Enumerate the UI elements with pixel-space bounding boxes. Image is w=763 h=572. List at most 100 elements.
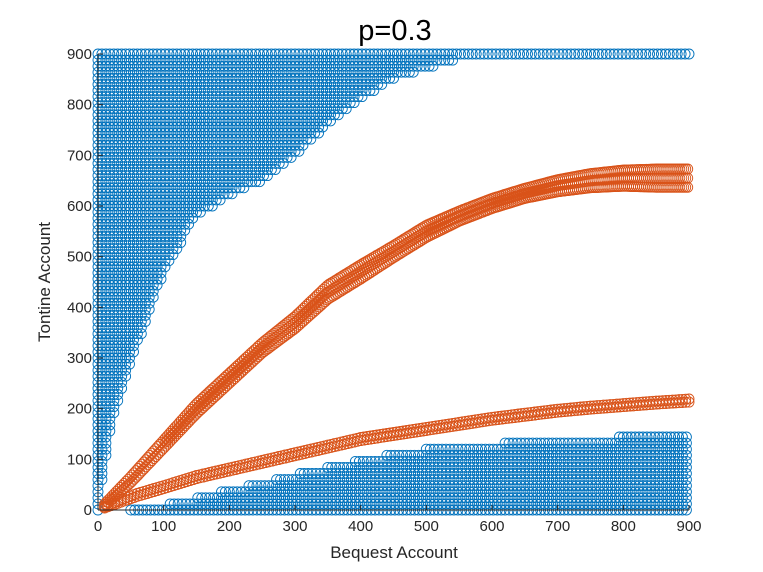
data-point [545,48,557,60]
data-point [191,85,202,96]
data-point [104,224,116,236]
data-point [263,492,275,504]
data-point [131,285,143,297]
data-point [294,498,306,510]
data-point [171,115,183,127]
data-point [104,401,116,413]
data-point [143,297,155,309]
data-point [198,48,210,60]
data-point [523,443,535,455]
data-point [669,492,681,504]
data-point [452,449,464,461]
data-point [610,468,621,479]
data-point [243,498,255,510]
data-point [448,455,460,467]
data-point [163,60,175,72]
data-point [409,468,420,479]
data-point [476,443,487,455]
data-point [413,461,424,473]
data-point [147,157,159,169]
data-point [582,455,594,467]
data-point [143,91,155,103]
data-point [155,273,167,285]
data-point [289,121,301,133]
data-point [187,48,199,60]
data-point [250,127,262,139]
data-point [413,455,424,467]
data-point [265,103,277,115]
data-point [523,480,535,492]
data-point [214,85,226,96]
data-point [326,498,338,510]
x-axis-label: Bequest Account [330,543,458,562]
data-point [242,97,254,109]
data-point [558,449,570,461]
data-point [238,72,250,84]
data-point [135,103,147,115]
data-point [483,443,495,455]
data-point [104,164,116,175]
data-point [495,449,507,461]
data-point [250,133,262,145]
data-point [439,48,451,60]
data-point [637,437,649,449]
data-point [187,127,199,139]
data-point [527,443,539,455]
data-point [301,103,313,115]
data-point [574,492,586,504]
data-point [231,498,243,510]
data-point [112,176,124,188]
data-point [503,437,515,449]
data-point [112,297,124,309]
data-point [191,66,202,78]
data-point [131,212,143,224]
data-point [610,492,621,504]
data-point [306,498,318,510]
data-point [277,127,289,139]
data-point [218,85,230,96]
data-point [330,468,342,479]
data-point [183,151,195,163]
data-point [566,492,578,504]
data-point [297,121,309,133]
data-point [598,480,610,492]
data-point [479,498,491,510]
data-point [617,486,629,498]
data-point [179,127,191,139]
data-point [468,468,480,479]
data-point [428,492,440,504]
data-point [649,449,661,461]
data-point [279,492,290,504]
data-point [100,151,112,163]
data-point [352,91,364,103]
data-point [243,486,255,498]
data-point [206,72,218,84]
data-point [104,127,116,139]
data-point [112,358,124,370]
data-point [112,243,124,255]
data-point [419,48,431,60]
data-point [415,60,427,72]
data-point [163,133,175,145]
data-point [100,285,112,297]
data-point [198,188,210,200]
data-point [234,97,246,109]
data-point [310,498,322,510]
data-point [353,461,365,473]
data-point [365,455,377,467]
data-point [242,91,254,103]
data-point [325,54,336,66]
data-point [582,480,594,492]
data-point [294,480,306,492]
data-point [120,346,132,358]
data-point [196,498,208,510]
data-point [506,48,518,60]
data-point [531,449,543,461]
data-point [210,157,222,169]
data-point [159,115,171,127]
data-point [293,133,305,145]
data-point [155,60,167,72]
data-point [108,291,120,303]
data-point [328,91,340,103]
data-point [290,480,302,492]
